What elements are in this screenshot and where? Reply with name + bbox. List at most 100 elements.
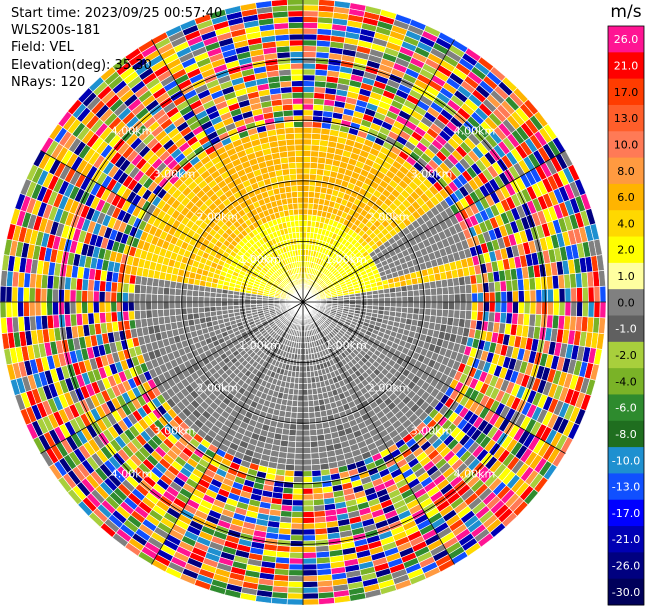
range-gate (294, 376, 300, 384)
range-gate (288, 434, 297, 443)
range-gate (302, 551, 317, 559)
range-gate (294, 371, 300, 378)
range-gate (302, 202, 309, 210)
range-gate (389, 296, 397, 303)
range-gate (192, 284, 200, 292)
range-gate (523, 289, 531, 303)
range-gate (151, 285, 159, 295)
range-gate (290, 534, 304, 542)
range-gate (310, 150, 320, 158)
range-gate (287, 592, 304, 600)
range-gate (293, 470, 304, 478)
range-gate (302, 563, 318, 571)
range-gate (302, 447, 312, 454)
range-gate (168, 308, 176, 317)
range-gate (284, 463, 295, 472)
range-gate (52, 301, 59, 316)
range-gate (292, 493, 304, 501)
range-gate (104, 280, 113, 293)
range-gate (307, 208, 314, 216)
range-gate (174, 288, 182, 296)
range-gate (287, 156, 297, 164)
range-gate (292, 103, 304, 111)
range-gate (157, 308, 165, 318)
range-gate (302, 516, 315, 524)
range-gate (0, 317, 8, 335)
range-gate (293, 382, 300, 390)
range-gate (0, 301, 7, 319)
range-gate (309, 434, 318, 443)
range-gate (311, 469, 322, 477)
range-gate (98, 290, 106, 303)
range-gate (289, 173, 297, 181)
range-gate (302, 598, 320, 605)
range-gate (302, 383, 308, 390)
range-gate (40, 287, 48, 303)
range-gate (250, 298, 257, 303)
range-gate (309, 173, 317, 181)
range-gate (285, 458, 296, 466)
range-gate (287, 16, 304, 24)
range-gate (297, 394, 304, 402)
range-gate (289, 540, 304, 548)
range-gate (302, 132, 313, 140)
range-gate (287, 580, 304, 588)
range-gate (291, 86, 304, 93)
range-gate (302, 208, 309, 216)
range-gate (215, 301, 222, 307)
range-gate (297, 202, 304, 210)
range-gate (139, 284, 147, 295)
range-gate (145, 285, 153, 295)
range-gate (122, 301, 129, 312)
range-gate (151, 309, 159, 319)
range-gate (302, 493, 314, 501)
range-gate (488, 291, 496, 303)
range-gate (488, 281, 496, 293)
range-gate (22, 287, 30, 303)
range-gate (302, 56, 317, 64)
range-gate (298, 220, 304, 227)
range-gate (92, 290, 100, 303)
range-gate (281, 492, 294, 501)
range-gate (215, 297, 222, 303)
range-gate (87, 290, 94, 303)
range-gate (302, 365, 308, 373)
range-gate (40, 301, 48, 317)
range-gate (309, 429, 318, 437)
range-gate (290, 522, 304, 530)
range-gate (122, 292, 129, 303)
range-gate (302, 144, 312, 152)
range-gate (110, 281, 118, 293)
range-gate (298, 225, 304, 233)
range-gate (593, 286, 601, 303)
range-gate (306, 231, 311, 239)
range-gate (295, 441, 304, 449)
range-gate (290, 411, 298, 419)
range-gate (302, 557, 318, 565)
range-gate (192, 290, 200, 297)
range-gate (291, 80, 304, 88)
range-gate (293, 121, 304, 128)
range-gate (226, 297, 234, 303)
range-gate (307, 202, 314, 210)
range-gate (302, 74, 316, 82)
range-gate (291, 516, 304, 524)
range-gate (288, 21, 304, 29)
range-gate (286, 0, 304, 6)
range-gate (448, 293, 455, 303)
range-gate (287, 4, 304, 12)
range-gate (314, 185, 322, 194)
range-gate (69, 301, 77, 315)
range-gate (302, 121, 313, 128)
range-gate (298, 383, 304, 390)
range-gate (294, 150, 304, 157)
range-gate (302, 487, 314, 495)
range-gate (576, 287, 584, 303)
range-gate (470, 283, 478, 294)
range-gate (302, 580, 319, 588)
range-gate (309, 156, 319, 164)
range-gate (292, 388, 299, 396)
range-gate (302, 16, 319, 24)
range-gate (17, 286, 25, 303)
range-gate (295, 435, 304, 443)
